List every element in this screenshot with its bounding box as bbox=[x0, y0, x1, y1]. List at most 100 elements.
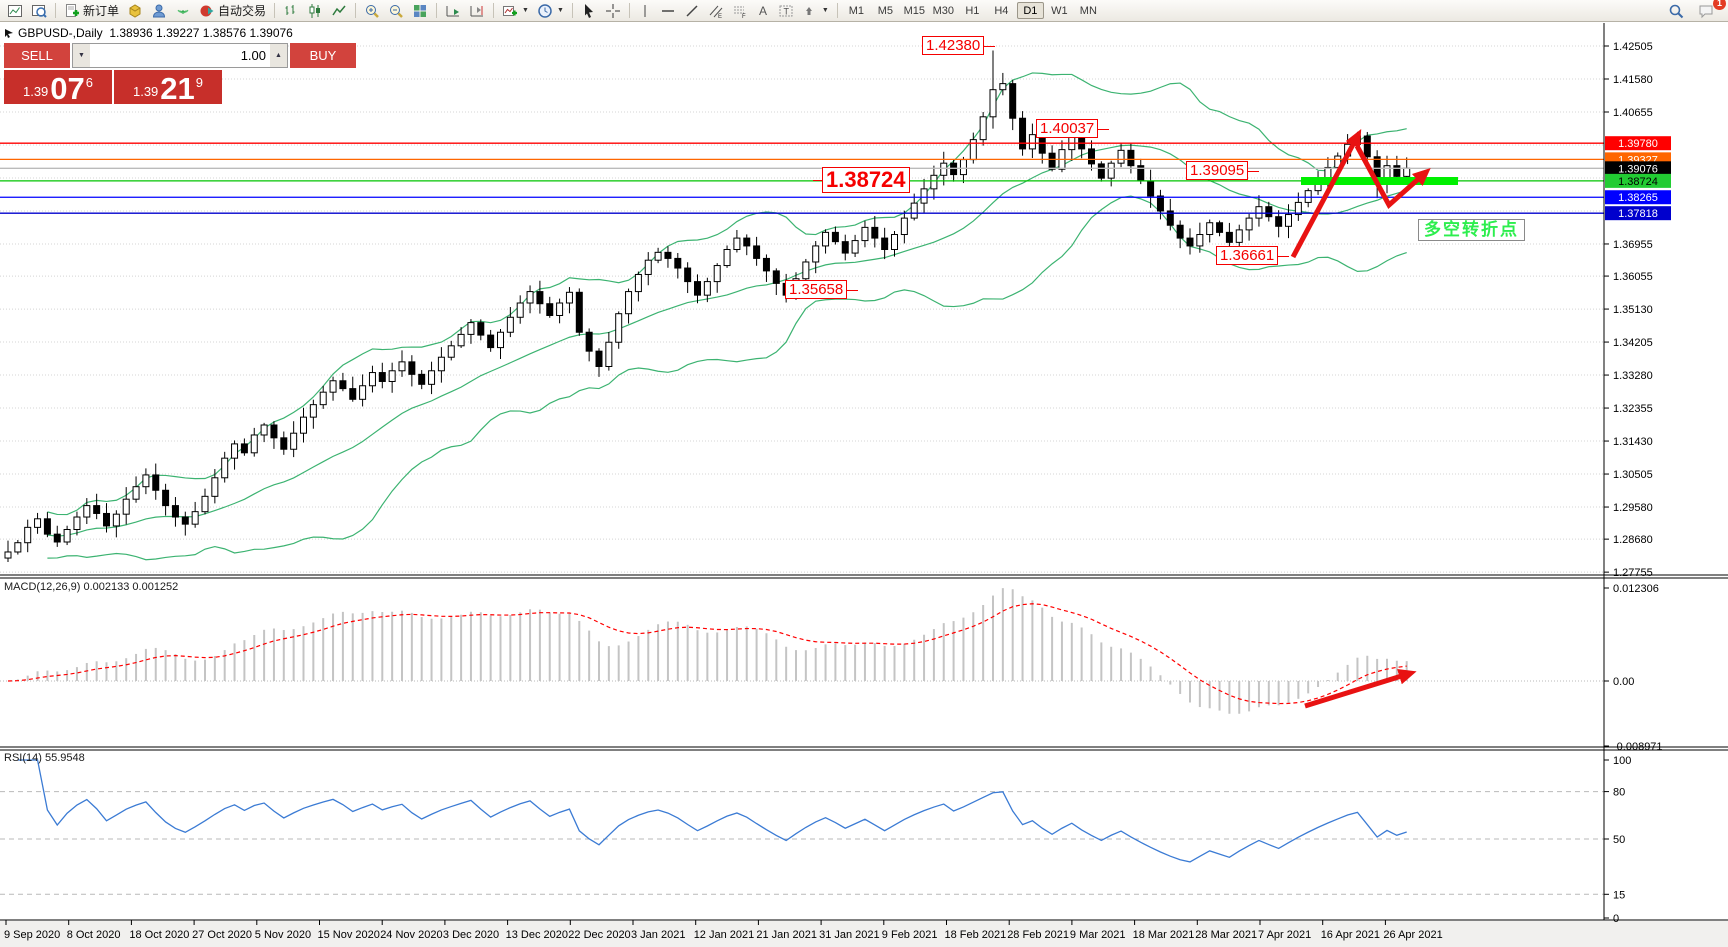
candle bbox=[812, 245, 820, 263]
timeframe-m15[interactable]: M15 bbox=[901, 2, 928, 19]
candle bbox=[408, 361, 416, 375]
timeframe-w1[interactable]: W1 bbox=[1046, 2, 1073, 19]
volume-increase-button[interactable]: ▲ bbox=[270, 44, 287, 67]
candle bbox=[565, 291, 573, 304]
price-tick-label: 1.42505 bbox=[1613, 41, 1653, 53]
vertical-line-tool-icon[interactable] bbox=[634, 1, 656, 21]
axes-layer: 1.397801.393271.390761.387241.382651.378… bbox=[0, 23, 1728, 947]
chart-shift-icon[interactable] bbox=[465, 1, 489, 21]
time-axis-label: 24 Nov 2020 bbox=[380, 929, 442, 941]
price-badge bbox=[1605, 161, 1671, 176]
buy-button[interactable]: BUY bbox=[290, 43, 356, 68]
candlestick-chart-icon[interactable] bbox=[303, 1, 327, 21]
crosshair-tool-icon[interactable] bbox=[601, 1, 625, 21]
bollinger-bands bbox=[47, 72, 1407, 561]
candle bbox=[34, 518, 42, 528]
candle bbox=[447, 345, 455, 358]
candle bbox=[1206, 222, 1214, 236]
time-axis-label: 31 Jan 2021 bbox=[819, 929, 880, 941]
candle bbox=[103, 512, 110, 527]
candle bbox=[851, 240, 859, 254]
timeframe-mn[interactable]: MN bbox=[1075, 2, 1102, 19]
zoom-in-icon[interactable] bbox=[360, 1, 384, 21]
autotrade-button[interactable]: 自动交易 bbox=[195, 1, 270, 21]
text-label-tool-icon[interactable]: T bbox=[774, 1, 798, 21]
buy-price[interactable]: 1.39 21 9 bbox=[114, 70, 222, 104]
candle bbox=[871, 226, 879, 239]
timeframe-group: M1 M5 M15 M30 H1 H4 D1 W1 MN bbox=[842, 0, 1103, 22]
sell-price[interactable]: 1.39 07 6 bbox=[4, 70, 112, 104]
horizontal-line-tool-icon[interactable] bbox=[656, 1, 680, 21]
time-axis-label: 27 Oct 2020 bbox=[192, 929, 252, 941]
text-tool-icon[interactable]: A bbox=[752, 1, 774, 21]
community-icon[interactable] bbox=[147, 1, 171, 21]
candle bbox=[53, 533, 61, 543]
dropdown-caret: ▼ bbox=[556, 7, 564, 14]
auto-scroll-icon[interactable] bbox=[441, 1, 465, 21]
candle bbox=[398, 361, 406, 372]
macd-trend-arrow[interactable] bbox=[1304, 669, 1417, 709]
candle bbox=[1225, 231, 1233, 243]
dropdown-caret: ▼ bbox=[821, 7, 829, 14]
new-chart-icon[interactable] bbox=[3, 1, 27, 21]
candle bbox=[1009, 83, 1017, 119]
candle bbox=[762, 257, 770, 272]
trendline-tool-icon[interactable] bbox=[680, 1, 704, 21]
candle bbox=[93, 505, 101, 514]
sell-button[interactable]: SELL bbox=[4, 43, 70, 68]
zoom-out-icon[interactable] bbox=[384, 1, 408, 21]
price-badge bbox=[1605, 206, 1671, 221]
timeframe-m1[interactable]: M1 bbox=[843, 2, 870, 19]
candle bbox=[457, 333, 465, 347]
search-icon[interactable] bbox=[1664, 1, 1688, 21]
toolbar-separator bbox=[274, 3, 276, 18]
toolbar-separator bbox=[628, 3, 630, 18]
timeframe-d1[interactable]: D1 bbox=[1016, 2, 1044, 19]
volume-input[interactable] bbox=[90, 44, 270, 67]
bar-chart-icon[interactable] bbox=[279, 1, 303, 21]
arrows-tool-icon[interactable]: ▼ bbox=[798, 1, 833, 21]
candle bbox=[14, 542, 22, 553]
toolbar-separator bbox=[571, 3, 573, 18]
fibonacci-tool-icon[interactable]: F bbox=[728, 1, 752, 21]
volume-decrease-button[interactable]: ▼ bbox=[73, 44, 90, 67]
candle bbox=[881, 237, 889, 250]
timeframe-m5[interactable]: M5 bbox=[872, 2, 899, 19]
periods-icon[interactable]: ▼ bbox=[533, 1, 568, 21]
candle bbox=[930, 174, 938, 190]
candle bbox=[1363, 135, 1371, 158]
candle bbox=[467, 322, 475, 335]
timeframe-h1[interactable]: H1 bbox=[959, 2, 986, 19]
cursor-tool-icon[interactable] bbox=[577, 1, 601, 21]
new-order-button[interactable]: 新订单 bbox=[60, 1, 123, 21]
channel-tool-icon[interactable]: E bbox=[704, 1, 728, 21]
timeframe-h4[interactable]: H4 bbox=[988, 2, 1015, 19]
price-badge bbox=[1605, 190, 1671, 205]
indicators-icon[interactable]: ▼ bbox=[498, 1, 533, 21]
candle bbox=[891, 234, 898, 250]
timeframe-m30[interactable]: M30 bbox=[930, 2, 957, 19]
candle bbox=[516, 302, 524, 318]
chart-profiles-icon[interactable] bbox=[27, 1, 51, 21]
chat-icon[interactable] bbox=[1694, 1, 1719, 21]
tile-windows-icon[interactable] bbox=[408, 1, 432, 21]
candle bbox=[122, 498, 130, 515]
dropdown-caret: ▼ bbox=[522, 7, 529, 14]
candle bbox=[73, 516, 81, 531]
line-chart-icon[interactable] bbox=[327, 1, 351, 21]
green-support-bar[interactable] bbox=[1301, 177, 1458, 185]
candle bbox=[388, 370, 396, 382]
candle bbox=[1255, 206, 1263, 219]
candle bbox=[782, 282, 790, 296]
candle bbox=[595, 350, 603, 367]
candle bbox=[1265, 206, 1273, 218]
price-badge-label: 1.37818 bbox=[1618, 208, 1658, 220]
signals-icon[interactable] bbox=[171, 1, 195, 21]
candle bbox=[359, 385, 367, 400]
market-depth-icon[interactable] bbox=[123, 1, 147, 21]
candle bbox=[694, 281, 701, 296]
candle bbox=[536, 291, 544, 305]
candle bbox=[1403, 167, 1411, 177]
trend-zigzag-arrow[interactable] bbox=[1290, 129, 1431, 259]
